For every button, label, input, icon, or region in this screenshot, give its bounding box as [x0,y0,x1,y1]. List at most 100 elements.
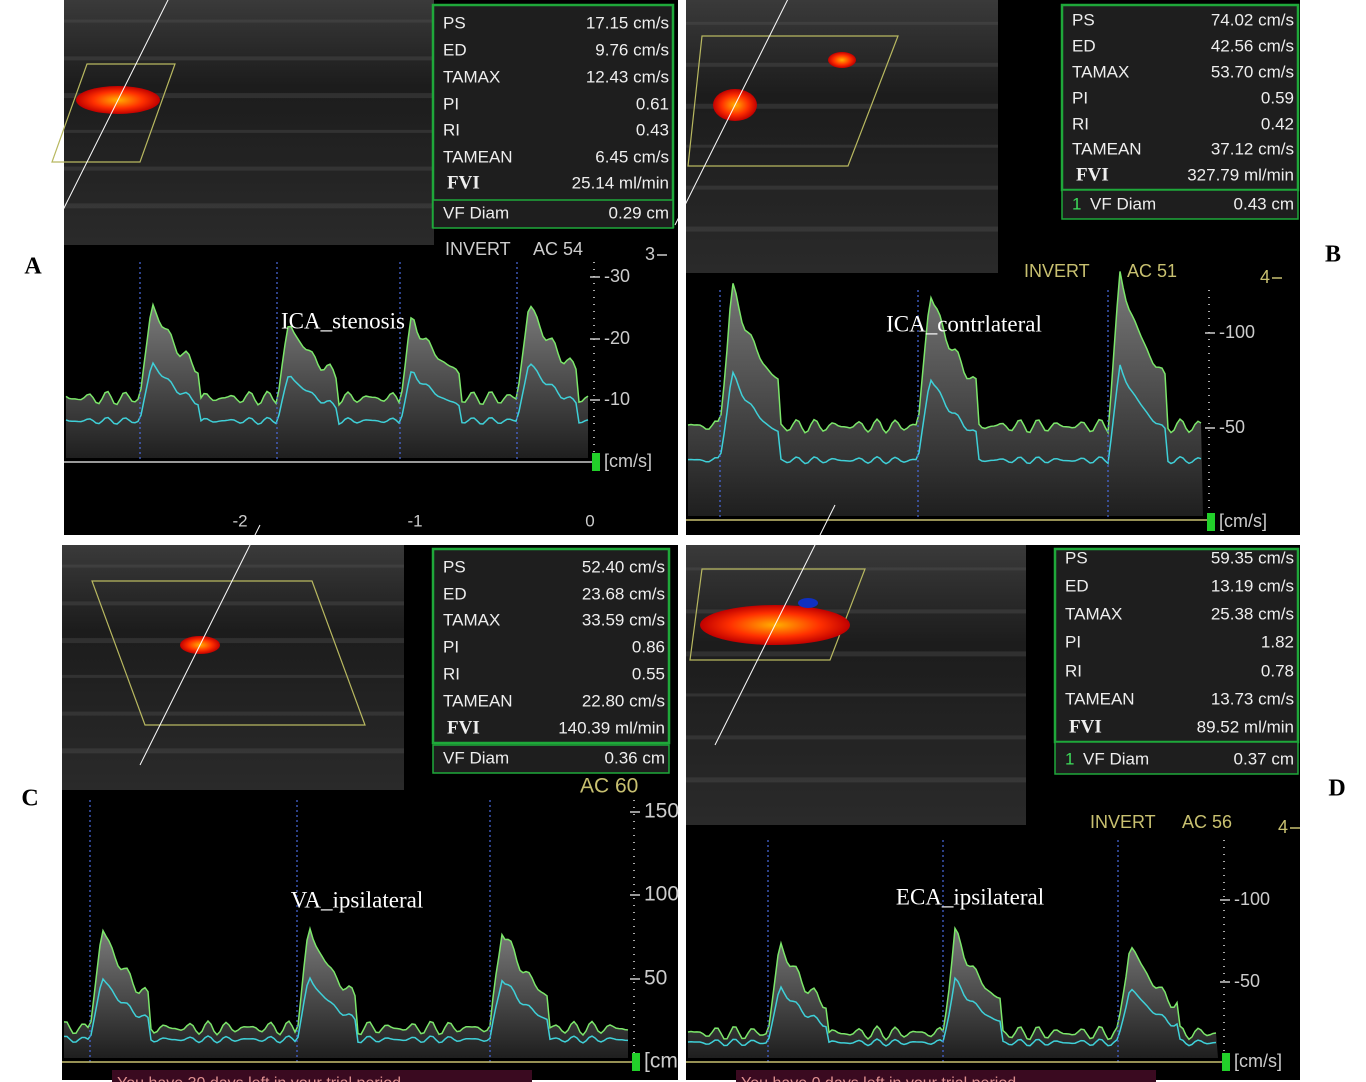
x-tick-label: -2 [232,511,247,530]
measurement-value: 37.12 cm/s [1211,139,1294,158]
measurement-box [431,547,671,745]
y-tick-label: -100 [1234,889,1270,909]
spectrum-header: INVERT [445,239,511,259]
sample-box [687,35,899,167]
tissue-band [686,21,998,25]
measurement-value: 59.35 cm/s [1211,548,1294,567]
measurement-label: TAMEAN [1065,689,1135,708]
diam-value: 0.43 cm [1234,194,1294,213]
y-tick-label: -100 [1219,322,1255,342]
trial-banner [112,1070,532,1082]
measurement-label: FVI [1076,164,1109,185]
measurement-value: 25.14 ml/min [572,173,669,192]
trial-banner [736,1070,1156,1082]
spectrum-header: AC 54 [533,239,583,259]
unit-marker [592,453,600,471]
panel: PS 74.02 cm/s ED 42.56 cm/s TAMAX 53.70 cm/s P… [674,0,1300,535]
measurement-label: ED [1072,36,1096,55]
measurement-label: PS [443,557,466,576]
tissue-band [62,638,404,644]
measurement-label: PS [1065,548,1088,567]
unit-label: [cm/s] [1219,511,1267,531]
y-tick-label: 50 [644,967,667,990]
measurement-label: PI [1072,88,1088,107]
measurement-label: PS [1072,10,1095,29]
spectrum-fill [688,271,1203,516]
diam-value: 0.37 cm [1234,749,1294,768]
measurement-value: 52.40 cm/s [582,557,665,576]
cursor-line [57,0,169,221]
panel: PS 52.40 cm/s ED 23.68 cm/s TAMAX 33.59 cm/s P… [62,524,679,1082]
tissue-band [62,674,404,678]
panel-letter: C [21,786,38,812]
mean-trace [65,361,589,426]
tissue-band [62,748,404,754]
measurement-value: 0.55 [632,664,665,683]
measurement-label: FVI [447,172,480,193]
measurement-value: 33.59 cm/s [582,610,665,629]
tissue-band [686,609,1026,614]
measurement-value: 6.45 cm/s [595,147,669,166]
spectrum-title: ICA_stenosis [281,308,405,333]
measurement-value: 1.82 [1261,632,1294,651]
measurement-label: TAMAX [443,610,500,629]
tissue-band [686,185,998,190]
measurement-value: 25.38 cm/s [1211,604,1294,623]
measurement-value: 13.19 cm/s [1211,576,1294,595]
measurement-value: 23.68 cm/s [582,584,665,603]
measurement-value: 0.42 [1261,114,1294,133]
sample-box [51,63,176,163]
measurement-label: FVI [1069,716,1102,737]
cursor-line [139,524,261,766]
measurement-label: PS [443,13,466,32]
b-mode-image [686,0,998,273]
scale-mark: 4 [1260,267,1270,287]
tissue-band [686,735,1026,740]
measurement-value: 140.39 ml/min [558,718,665,737]
measurement-value: 53.70 cm/s [1211,62,1294,81]
b-mode-image [686,545,1026,825]
tissue-band [64,203,434,209]
trial-notice: You have 30 days left in your trial peri… [117,1075,401,1082]
measurement-value: 12.43 cm/s [586,67,669,86]
measurement-label: ED [443,584,467,603]
diam-box [432,199,674,229]
y-tick-label: -10 [604,389,630,409]
measurement-label: PI [443,94,459,113]
measurement-label: TAMEAN [1072,139,1142,158]
scale-mark: 3 [645,244,655,264]
envelope-trace [687,926,1217,1041]
tissue-band [62,564,404,568]
measurement-label: TAMAX [1072,62,1129,81]
measurement-value: 327.79 ml/min [1187,165,1294,184]
mean-trace [63,976,629,1044]
unit-marker [1222,1053,1230,1071]
unit-label: [cm/s] [1234,1051,1282,1071]
measurement-label: ED [1065,576,1089,595]
diam-marker: 1 [1065,749,1074,768]
measurement-value: 0.43 [636,120,669,139]
spectrum-header: AC 51 [1127,261,1177,281]
tissue-band [64,93,434,99]
spectrum-header: AC 60 [580,775,638,798]
mean-trace [687,976,1217,1047]
spectrum-title: ICA_contrlateral [886,311,1042,336]
measurement-label: FVI [447,717,480,738]
diam-label: VF Diam [1083,749,1149,768]
mean-trace [687,364,1202,465]
unit-marker [632,1053,640,1071]
b-mode-image [62,545,404,790]
y-tick-label: -50 [1234,971,1260,991]
tissue-band [62,601,404,606]
measurement-value: 9.76 cm/s [595,40,669,59]
diam-marker: 1 [1072,194,1081,213]
diam-label: VF Diam [443,203,509,222]
cursor-line [674,0,789,226]
tissue-band [686,693,1026,697]
y-tick-label: -30 [604,266,630,286]
measurement-value: 17.15 cm/s [586,13,669,32]
diam-value: 0.36 cm [605,748,665,767]
panels: PS 17.15 cm/s ED 9.76 cm/s TAMAX 12.43 cm/s PI… [21,0,1346,1082]
diam-label: VF Diam [443,748,509,767]
x-tick-label: -1 [407,511,422,530]
